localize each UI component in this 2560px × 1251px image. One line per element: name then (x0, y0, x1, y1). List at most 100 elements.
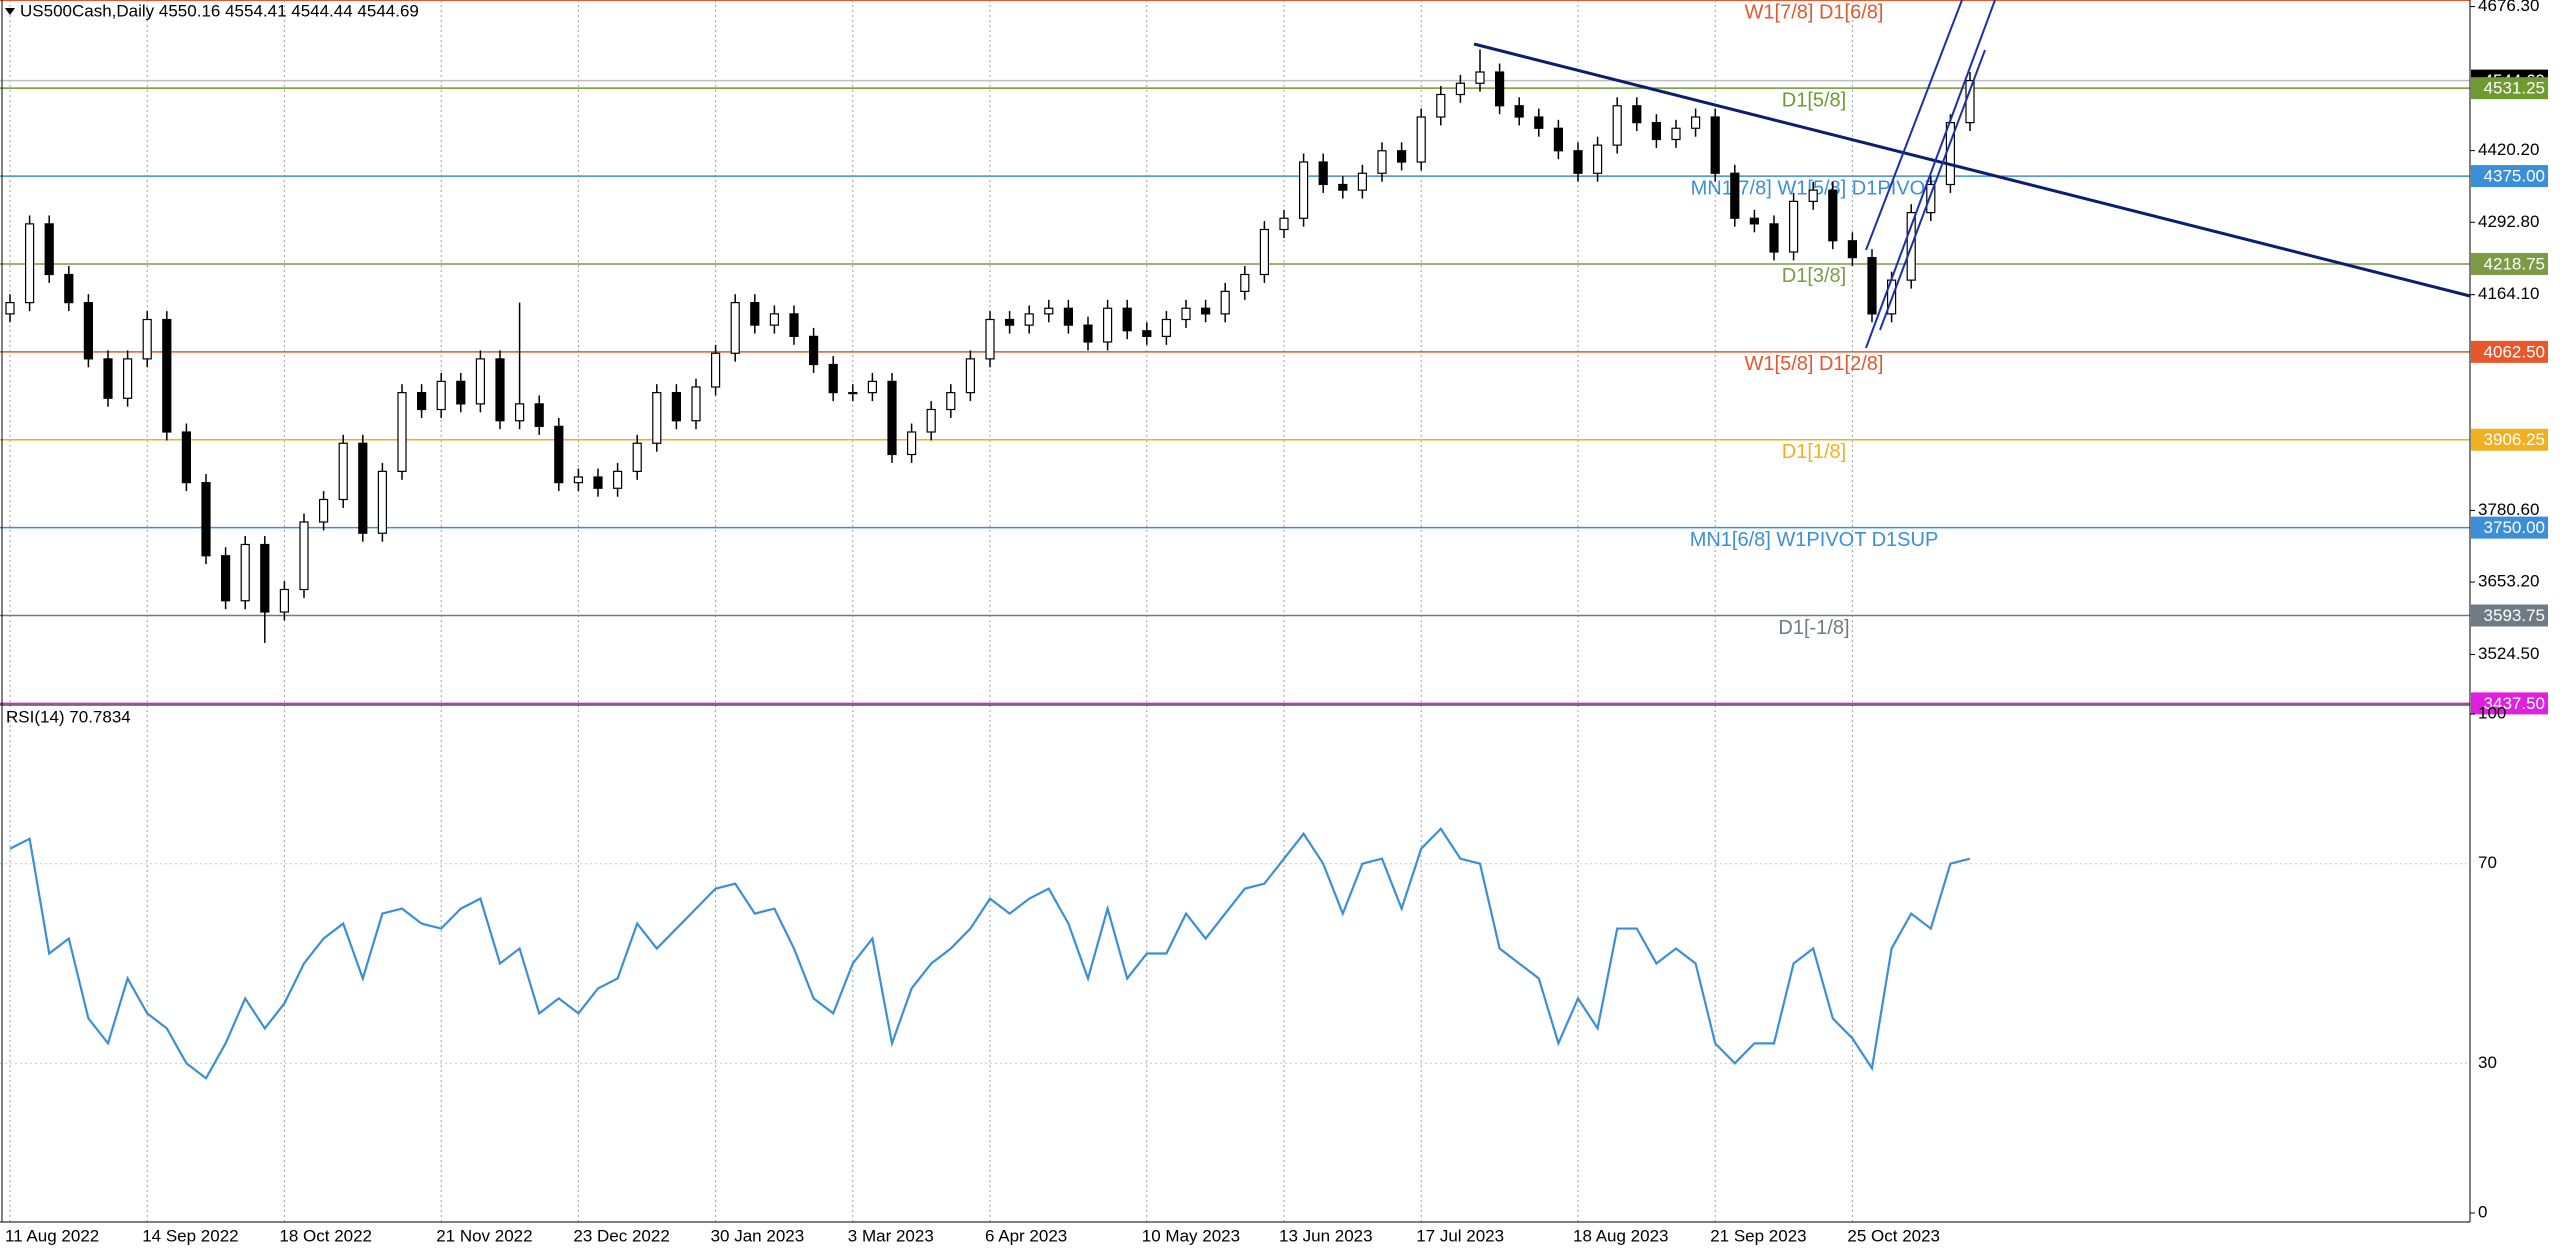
candle-body (1200, 307, 1211, 315)
candle-body (1004, 318, 1015, 326)
candle-body (1847, 240, 1858, 259)
candle-body (887, 380, 897, 456)
candle-body (103, 358, 113, 399)
x-tick-label: 23 Dec 2022 (573, 1226, 669, 1245)
candle-body (1142, 330, 1152, 337)
level-box (2471, 77, 2548, 100)
level-box-label: 3593.75 (2484, 606, 2545, 625)
candle-body (965, 358, 976, 394)
x-tick-label: 21 Sep 2023 (1710, 1226, 1806, 1245)
candle-body (377, 470, 387, 534)
candle-body (1396, 150, 1407, 163)
level-text: W1[7/8] D1[6/8] (1745, 2, 1884, 24)
y-tick-label: 4676.30 (2478, 0, 2539, 15)
level-box-label: 3750.00 (2484, 518, 2545, 537)
candle-body (671, 392, 682, 422)
candle-body (1455, 82, 1466, 96)
candles-layer (5, 49, 1975, 643)
x-tick-label: 30 Jan 2023 (711, 1226, 805, 1245)
candle-body (1612, 105, 1622, 146)
level-text: D1[-1/8] (1778, 617, 1849, 639)
candle-body (1867, 257, 1877, 315)
candle-body (1240, 273, 1250, 292)
candle-body (710, 352, 721, 388)
level-box (2471, 516, 2548, 539)
candle-body (573, 476, 584, 484)
level-box-label: 4375.00 (2484, 167, 2545, 186)
candle-body (1749, 217, 1760, 225)
level-box (2471, 252, 2548, 275)
candle-body (338, 442, 348, 501)
x-tick-label: 21 Nov 2022 (436, 1226, 532, 1245)
channel-line (1879, 49, 1986, 331)
candle-body (319, 498, 329, 523)
x-tick-label: 3 Mar 2023 (848, 1226, 934, 1245)
grid-layer (0, 0, 2470, 1222)
candle-body (730, 302, 740, 354)
candle-body (1083, 324, 1093, 343)
candle-body (475, 358, 485, 405)
candle-body (769, 313, 780, 326)
level-text: D1[5/8] (1782, 89, 1846, 111)
x-tick-label: 6 Apr 2023 (985, 1226, 1067, 1245)
rsi-title: RSI(14) 70.7834 (6, 707, 131, 726)
x-tick-label: 25 Oct 2023 (1847, 1226, 1940, 1245)
candle-body (652, 392, 662, 444)
levels-layer: W1[7/8] D1[6/8] D1[5/8] MN1[7/8] W1[5/8] D… (0, 0, 2470, 705)
level-box (2471, 428, 2548, 451)
rsi-line (9, 827, 1971, 1080)
candle-body (1181, 307, 1191, 321)
level-box-label: 3437.50 (2484, 694, 2545, 713)
level-text: MN1[6/8] W1PIVOT D1SUP (1690, 529, 1939, 551)
level-box-label: 4218.75 (2484, 254, 2545, 273)
candle-body (181, 431, 191, 484)
menu-arrow[interactable] (5, 8, 15, 15)
y-tick-label: 100 (2478, 703, 2506, 722)
candle-body (1534, 116, 1544, 129)
x-tick-label: 18 Aug 2023 (1573, 1226, 1668, 1245)
level-box (2471, 692, 2548, 715)
candle-body (358, 442, 368, 534)
candle-body (162, 318, 172, 433)
candle-body (1573, 150, 1583, 174)
candle-body (1298, 161, 1309, 219)
y-tick-label: 3524.50 (2478, 644, 2539, 663)
candle-body (848, 392, 858, 395)
candle-body (1945, 122, 1956, 186)
candle-body (808, 335, 819, 366)
candle-body (260, 543, 270, 613)
candle-body (1475, 71, 1485, 84)
candle-body (456, 380, 466, 405)
chart-title: US500Cash,Daily 4550.16 4554.41 4544.44 … (20, 1, 419, 20)
candle-body (593, 476, 603, 489)
candle-body (1710, 116, 1720, 174)
candle-body (1338, 183, 1348, 191)
candle-body (5, 302, 15, 315)
candle-body (142, 318, 152, 360)
candle-body (1690, 116, 1701, 129)
candle-body (299, 521, 309, 591)
candle-body (417, 392, 427, 411)
candle-body (632, 442, 642, 472)
candle-body (1122, 307, 1132, 332)
candle-body (1044, 307, 1054, 315)
y-tick-label: 4420.20 (2478, 140, 2539, 159)
candle-body (1161, 318, 1172, 337)
candle-body (25, 223, 35, 304)
candle-body (240, 543, 250, 602)
channel-line (1865, 0, 1963, 251)
candle-body (1063, 307, 1074, 326)
candle-body (926, 408, 936, 433)
trendlines (1473, 0, 2471, 349)
candle-body (1024, 313, 1034, 326)
level-box (2471, 165, 2548, 188)
candle-body (201, 482, 211, 557)
candle-body (1671, 127, 1681, 141)
level-text: D1[1/8] (1782, 441, 1846, 463)
candle-body (1592, 144, 1603, 174)
channel-line (1865, 0, 1996, 349)
level-box (2471, 340, 2548, 363)
level-box-label: 3906.25 (2484, 430, 2545, 449)
candle-body (1494, 71, 1505, 107)
candle-body (828, 363, 838, 394)
